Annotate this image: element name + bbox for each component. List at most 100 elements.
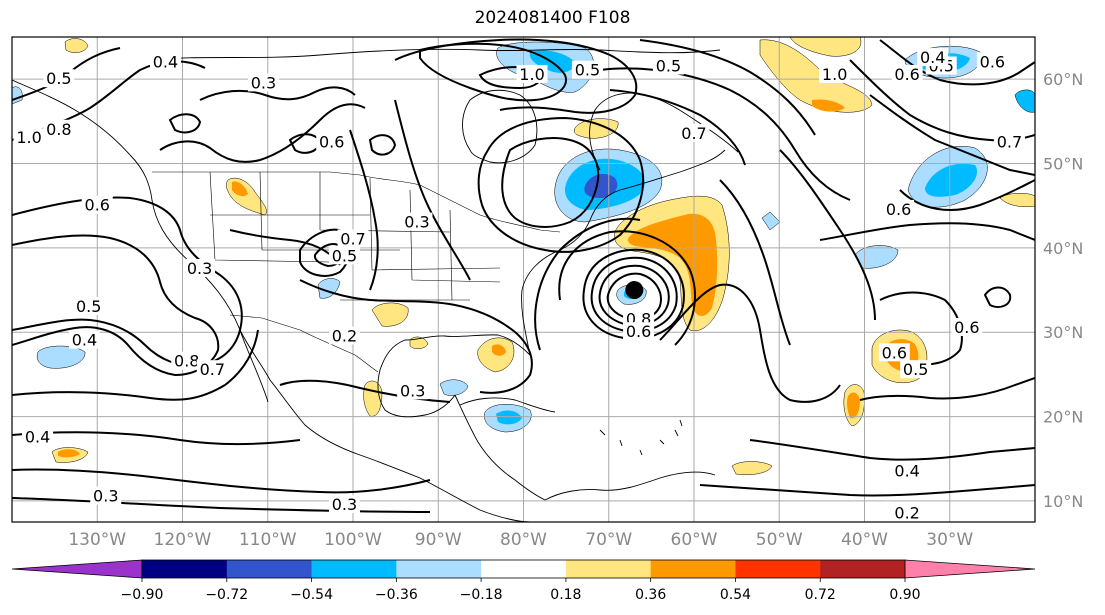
neg-area-caribbean-mid	[496, 410, 522, 425]
colorbar-frame	[141, 559, 906, 579]
colorbar-tick-label: 0.90	[889, 587, 920, 603]
contour-label-bg	[819, 64, 851, 83]
contour-line	[749, 439, 1035, 461]
contour-label-bg	[196, 360, 228, 379]
lat-tick-label: 10°N	[1043, 492, 1083, 511]
contour-label: 0.6	[954, 318, 979, 337]
contour-label-bg	[90, 486, 122, 505]
contour-label-bg	[993, 132, 1025, 151]
lon-tick-label: 70°W	[585, 530, 632, 550]
map-frame	[11, 36, 1036, 523]
storm-center-marker	[625, 281, 644, 300]
contour-label: 1.0	[822, 65, 847, 84]
lat-tick-label: 30°N	[1043, 323, 1083, 342]
contour-label: 0.6	[894, 65, 919, 84]
contour-line	[819, 222, 1035, 241]
colorbar-tick-label: 0.72	[805, 587, 836, 603]
longitude-labels: 130°W 120°W 110°W 100°W 90°W 80°W 70°W 60°W 50°W…	[68, 530, 973, 550]
contour-label-bg	[316, 132, 348, 151]
colorbar-tick-label: 0.18	[550, 587, 581, 603]
colorbar-segment	[735, 560, 821, 578]
coast-south-america	[544, 471, 716, 501]
contour-label-bg	[247, 73, 279, 92]
neg-area-small-1	[761, 211, 781, 231]
contour-line	[699, 484, 1035, 497]
neg-area-small-2	[317, 278, 341, 299]
contour-label: 0.3	[332, 495, 357, 514]
contour-label: 0.6	[319, 132, 344, 151]
border-us-mexico	[229, 314, 379, 373]
contour-label: 0.4	[920, 48, 945, 67]
contour-label-bg	[951, 318, 983, 336]
pos-area-subtrop-mid	[846, 392, 860, 419]
contour-label-bg	[516, 64, 548, 83]
contour-label: 0.8	[46, 120, 71, 139]
colorbar-segment	[481, 560, 567, 578]
contour-label: 0.4	[25, 428, 50, 447]
neg-area-bc	[12, 86, 23, 105]
contour-label-bg	[397, 381, 429, 400]
contour-line	[899, 179, 1035, 211]
contour-line	[582, 248, 685, 340]
contour-line	[159, 103, 366, 163]
contour-line	[558, 230, 696, 346]
contour-line	[478, 66, 543, 90]
contour-line	[199, 86, 356, 101]
contour-label-bg	[43, 69, 75, 88]
colorbar-tick-label: −0.36	[375, 587, 418, 603]
contour-label: 0.5	[46, 69, 71, 88]
contour-line	[598, 264, 670, 327]
contour-label: 0.5	[575, 61, 600, 80]
contour-label: 0.5	[332, 246, 357, 265]
contour-label-bg	[652, 56, 684, 75]
coastlines	[12, 48, 739, 522]
contour-label: 0.8	[174, 352, 199, 371]
contour-label: 0.2	[894, 504, 919, 523]
colorbar-tick-label: −0.54	[290, 587, 333, 603]
contour-label-bg	[22, 427, 54, 446]
neg-area-gulf	[439, 379, 469, 396]
pos-area-north-center	[789, 37, 862, 57]
contour-line	[394, 99, 471, 281]
lon-tick-label: 110°W	[239, 530, 297, 550]
contour-label: 0.6	[85, 196, 110, 215]
lon-tick-label: 80°W	[500, 530, 547, 550]
contour-label: 0.4	[72, 331, 97, 350]
contour-label: 0.3	[251, 73, 276, 92]
contour-value-labels: 0.40.5 0.31.0 0.80.60.60.30.70.50.30.50.4 0…	[13, 48, 1025, 523]
colorbar-tick-label: −0.90	[121, 587, 164, 603]
contour-line	[279, 379, 451, 403]
contour-line	[229, 229, 341, 266]
contour-label-bg	[917, 48, 949, 67]
pos-area-greenland-south-mid	[812, 99, 845, 112]
lon-tick-label: 100°W	[324, 530, 382, 550]
contour-line	[12, 234, 220, 377]
contour-line	[288, 133, 322, 154]
contour-label-bg	[328, 326, 360, 345]
contour-line	[349, 129, 379, 291]
contour-line	[779, 149, 876, 321]
contour-line	[879, 39, 1035, 86]
contour-label-bg	[328, 495, 360, 514]
contour-line	[983, 286, 1012, 308]
contour-label: 0.5	[656, 57, 681, 76]
contour-label: 0.6	[980, 52, 1005, 71]
coast-gulf-of-mexico	[377, 334, 531, 418]
colorbar-segment	[226, 560, 313, 578]
coast-us-east	[521, 149, 726, 356]
contour-label: 0.7	[200, 360, 225, 379]
contour-label-bg	[623, 322, 655, 341]
colorbar-segment	[820, 560, 906, 578]
contour-label: 0.6	[882, 343, 907, 362]
contour-line	[606, 272, 662, 321]
neg-area-far-east	[1014, 89, 1035, 113]
border-us-canada	[152, 171, 561, 233]
colorbar-under-triangle	[11, 559, 143, 579]
colorbar-tick-label: 0.54	[720, 587, 751, 603]
contour-label: 0.2	[332, 326, 357, 345]
pos-area-canaries	[999, 193, 1035, 207]
contour-line	[501, 137, 600, 228]
contour-line	[12, 468, 431, 494]
contour-label: 0.3	[404, 213, 429, 232]
